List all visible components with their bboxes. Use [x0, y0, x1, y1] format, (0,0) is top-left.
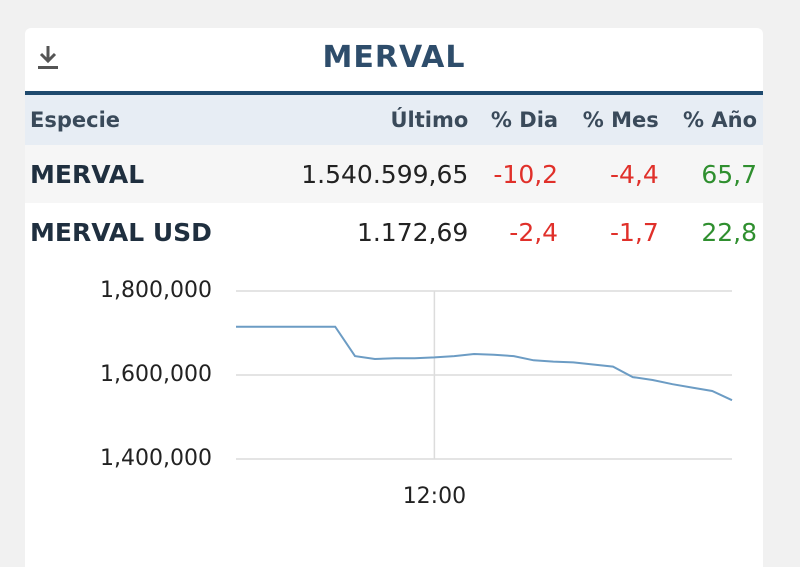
- cell: -10,2: [474, 145, 565, 203]
- table-row[interactable]: MERVAL USD 1.172,69 -2,4 -1,7 22,8: [25, 203, 763, 261]
- table-row[interactable]: MERVAL 1.540.599,65 -10,2 -4,4 65,7: [25, 145, 763, 203]
- cell: 1.540.599,65: [261, 145, 475, 203]
- title-rule: [25, 91, 763, 95]
- y-tick-label: 1,800,000: [100, 278, 212, 303]
- cell: 22,8: [701, 217, 757, 247]
- download-icon[interactable]: [35, 44, 61, 72]
- cell: -1,7: [609, 217, 659, 247]
- column-header: % Año: [664, 95, 763, 145]
- y-tick-label: 1,600,000: [100, 362, 212, 387]
- column-header: % Mes: [564, 95, 665, 145]
- price-line: [236, 325, 733, 402]
- cell: -2,4: [509, 217, 559, 247]
- cell: -4,4: [564, 145, 665, 203]
- header-row: Especie Último % Dia % Mes % Año: [25, 95, 763, 145]
- cell: 1.172,69: [356, 217, 469, 247]
- quote-table: Especie Último % Dia % Mes % Año MERVAL …: [25, 95, 763, 261]
- widget-card: MERVAL Especie Último % Dia % Mes % Año …: [25, 28, 763, 567]
- x-tick-label: 12:00: [403, 484, 466, 509]
- column-header: % Dia: [474, 95, 565, 145]
- column-header: Especie: [25, 95, 262, 145]
- widget-title: MERVAL: [322, 40, 466, 75]
- column-header: Último: [261, 95, 475, 145]
- cell: 65,7: [664, 145, 763, 203]
- cell: MERVAL USD: [30, 217, 212, 247]
- y-tick-label: 1,400,000: [100, 446, 212, 471]
- cell: MERVAL: [25, 145, 262, 203]
